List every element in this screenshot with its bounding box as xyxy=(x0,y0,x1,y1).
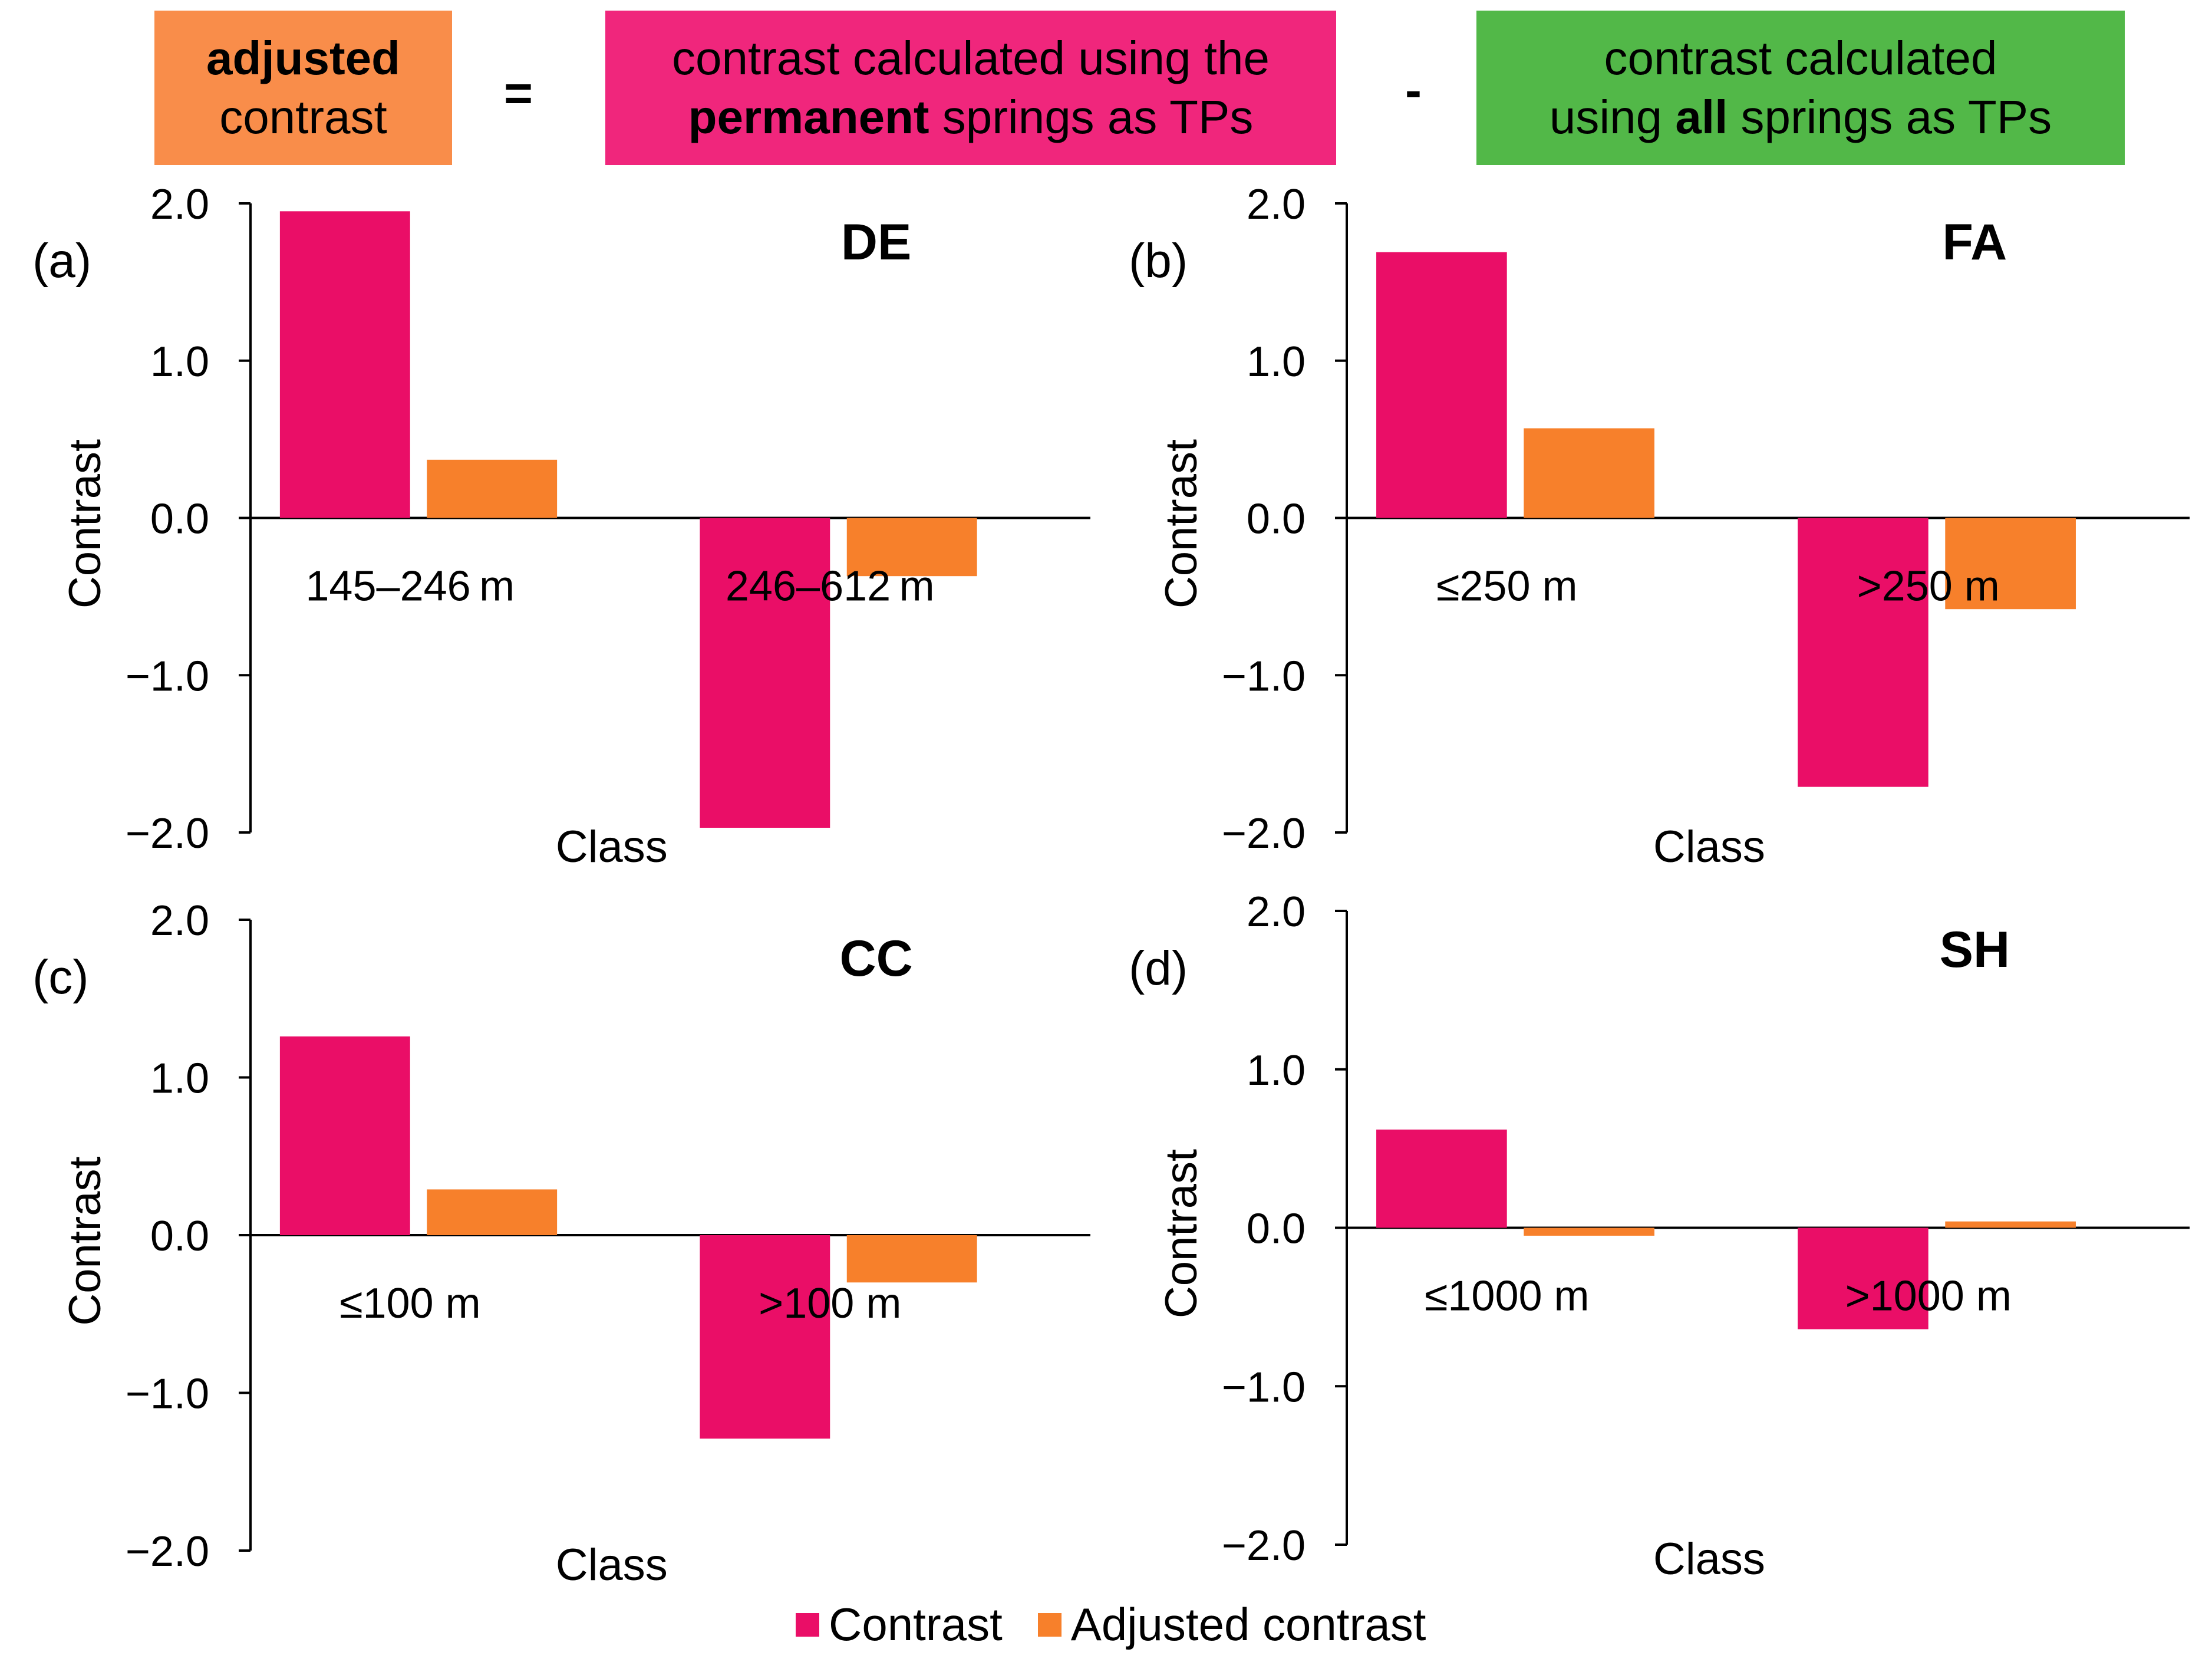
panel-1-bar-contrast-1 xyxy=(279,211,410,518)
header-adjusted-rest: contrast xyxy=(219,91,387,143)
panel-2-bar-adjusted-2 xyxy=(1945,518,2076,610)
panel-1-bar-adjusted-1 xyxy=(427,459,558,518)
panel-4-x-label: Class xyxy=(1653,1534,1765,1584)
panel-1-y-label: Contrast xyxy=(60,439,110,608)
panel-2-x-label: Class xyxy=(1653,822,1765,872)
panel-3-category-label: >100 m xyxy=(759,1280,901,1327)
panel-1-bar-contrast-2 xyxy=(700,518,830,828)
header-all-rest: springs as TPs xyxy=(1728,91,2052,143)
panel-3-letter: (c) xyxy=(32,950,89,1004)
panel-4-category-label: ≤1000 m xyxy=(1425,1273,1590,1320)
panel-1-y-tick-label: −2.0 xyxy=(126,810,209,857)
panel-2-y-tick-label: −1.0 xyxy=(1222,653,1306,700)
panel-1-category-label: 145–246 m xyxy=(305,563,515,610)
panel-3-y-tick-label: −2.0 xyxy=(126,1528,209,1575)
panel-2-y-tick-label: −2.0 xyxy=(1222,810,1306,857)
panel-1-category-label: 246–612 m xyxy=(726,563,935,610)
panel-3-y-tick-label: 0.0 xyxy=(150,1213,209,1260)
panel-3-bar-contrast-2 xyxy=(700,1235,830,1439)
panel-2-title: FA xyxy=(1942,214,2007,271)
panel-3-bar-adjusted-1 xyxy=(427,1189,558,1235)
panel-1-y-tick-label: −1.0 xyxy=(126,653,209,700)
header-adjusted-bold: adjusted xyxy=(206,32,400,84)
header-all-bold: all xyxy=(1675,91,1728,143)
panel-4-letter: (d) xyxy=(1129,942,1188,995)
panel-3-y-label: Contrast xyxy=(60,1156,110,1325)
header-adjusted-box: adjusted contrast xyxy=(154,11,452,165)
panel-3-y-tick-label: 2.0 xyxy=(150,897,209,944)
header-permanent-bold: permanent xyxy=(688,91,929,143)
panel-4-y-tick-label: 0.0 xyxy=(1247,1206,1306,1253)
panel-4-y-tick-label: 1.0 xyxy=(1247,1047,1306,1094)
legend-item-adjusted: Adjusted contrast xyxy=(1037,1598,1426,1651)
panel-2-y-tick-label: 1.0 xyxy=(1247,338,1306,386)
panel-4-title: SH xyxy=(1940,921,2010,978)
panel-3-y-tick-label: 1.0 xyxy=(150,1055,209,1102)
panel-2-category-label: >250 m xyxy=(1857,563,2000,610)
panel-3-y-tick-label: −1.0 xyxy=(126,1371,209,1418)
panel-2-y-tick-label: 2.0 xyxy=(1247,181,1306,228)
legend-swatch-contrast xyxy=(796,1612,819,1637)
legend-item-contrast: Contrast xyxy=(796,1598,1003,1651)
panel-2-bar-contrast-1 xyxy=(1376,252,1507,518)
panel-4-bar-adjusted-2 xyxy=(1945,1221,2076,1228)
header-permanent-rest: springs as TPs xyxy=(929,91,1254,143)
legend: Contrast Adjusted contrast xyxy=(796,1598,1461,1651)
panel-1-y-tick-label: 2.0 xyxy=(150,181,209,228)
panel-3-category-label: ≤100 m xyxy=(339,1280,481,1327)
panel-4-category-label: >1000 m xyxy=(1845,1273,2012,1320)
panel-2-y-label: Contrast xyxy=(1156,439,1206,608)
panel-4-bar-adjusted-1 xyxy=(1524,1227,1654,1236)
legend-label-contrast: Contrast xyxy=(829,1598,1003,1650)
panel-2-bar-adjusted-1 xyxy=(1524,428,1654,518)
panel-2-bar-contrast-2 xyxy=(1798,518,1929,787)
legend-label-adjusted: Adjusted contrast xyxy=(1070,1598,1426,1650)
panel-4-y-tick-label: 2.0 xyxy=(1247,888,1306,936)
panel-1-y-tick-label: 1.0 xyxy=(150,338,209,386)
panel-3-title: CC xyxy=(840,930,913,987)
panel-4-y-label: Contrast xyxy=(1156,1149,1206,1318)
panel-4-bar-contrast-2 xyxy=(1798,1227,1929,1329)
panel-4-y-tick-label: −1.0 xyxy=(1222,1364,1306,1411)
header-permanent-line1: contrast calculated using the xyxy=(672,32,1270,84)
panel-3-x-label: Class xyxy=(556,1540,668,1590)
panel-4-bar-contrast-1 xyxy=(1376,1129,1507,1228)
panel-1-x-label: Class xyxy=(556,822,668,872)
panel-1-bar-adjusted-2 xyxy=(846,518,977,577)
panel-2-letter: (b) xyxy=(1129,234,1188,288)
panel-3-bar-adjusted-2 xyxy=(846,1235,977,1283)
panel-4-y-tick-label: −2.0 xyxy=(1222,1522,1306,1569)
legend-swatch-adjusted xyxy=(1037,1612,1062,1637)
panel-2-category-label: ≤250 m xyxy=(1436,563,1578,610)
header-all-box: contrast calculated using all springs as… xyxy=(1476,11,2125,165)
panel-1-title: DE xyxy=(841,214,911,271)
panel-2-y-tick-label: 0.0 xyxy=(1247,496,1306,543)
header-all-pre: using xyxy=(1549,91,1676,143)
panel-1-letter: (a) xyxy=(32,234,91,288)
header-permanent-box: contrast calculated using the permanent … xyxy=(605,11,1336,165)
header-all-line1: contrast calculated xyxy=(1604,32,1997,84)
header-equals: = xyxy=(504,65,533,121)
panel-3-bar-contrast-1 xyxy=(279,1036,410,1235)
panel-1-y-tick-label: 0.0 xyxy=(150,496,209,543)
header-minus: - xyxy=(1405,62,1422,118)
